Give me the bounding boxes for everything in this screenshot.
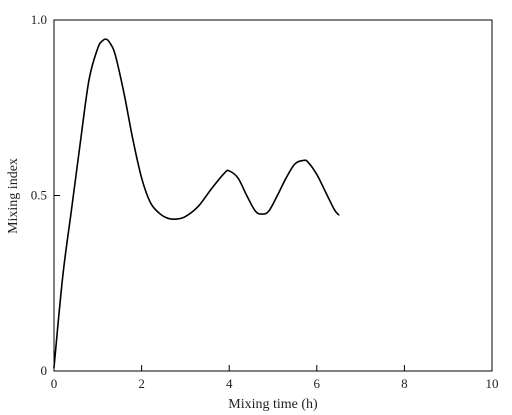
y-axis-ticks: 0 0.5 1.0 <box>31 12 60 378</box>
x-tick-label: 0 <box>51 376 58 391</box>
x-tick-label: 8 <box>401 376 408 391</box>
x-axis-title: Mixing time (h) <box>228 397 318 412</box>
x-tick-label: 6 <box>314 376 321 391</box>
x-axis-ticks: 0 2 4 6 8 10 <box>51 365 499 391</box>
y-tick-label: 1.0 <box>31 12 47 27</box>
x-tick-label: 2 <box>138 376 145 391</box>
y-tick-label: 0.5 <box>31 188 47 203</box>
x-tick-label: 10 <box>486 376 499 391</box>
x-tick-label: 4 <box>226 376 233 391</box>
series-line-0 <box>53 38 340 369</box>
series-layer <box>53 38 340 369</box>
y-tick-label: 0 <box>41 363 48 378</box>
y-axis-title: Mixing index <box>6 158 21 234</box>
